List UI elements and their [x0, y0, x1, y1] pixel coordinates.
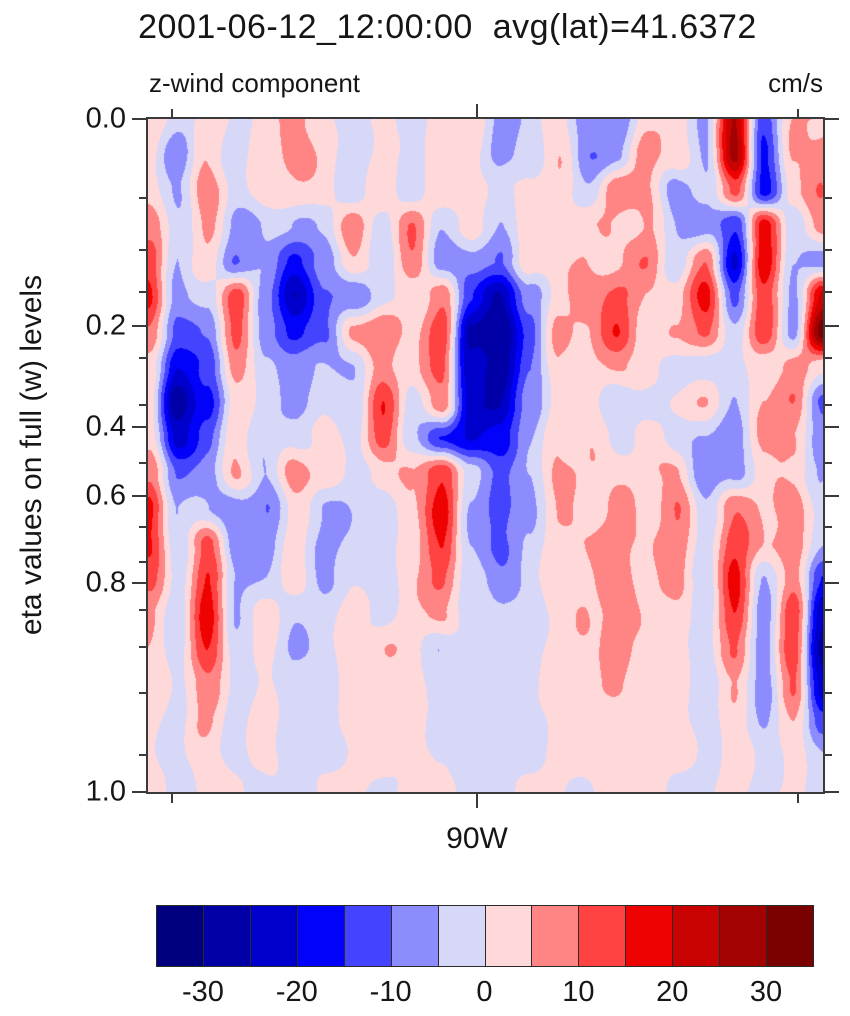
y-minor-tick-right	[823, 290, 832, 293]
y-minor-tick-left	[139, 753, 148, 756]
y-major-tick-left	[132, 582, 148, 585]
y-major-tick-right	[823, 791, 839, 793]
colorbar-tick-label: 0	[476, 976, 493, 1008]
x-minor-tick-bottom	[797, 792, 800, 803]
y-major-tick-left	[132, 426, 148, 429]
y-minor-tick-left	[139, 404, 148, 407]
y-major-tick-right	[823, 495, 839, 497]
y-minor-tick-right	[823, 525, 832, 528]
y-tick-label: 0.4	[85, 410, 126, 443]
colorbar-cell	[344, 905, 392, 967]
y-minor-tick-right	[823, 356, 832, 359]
colorbar-cell	[578, 905, 626, 967]
colorbar-tick-label: -10	[369, 976, 412, 1008]
y-minor-tick-left	[139, 248, 148, 251]
y-tick-label: 0.6	[85, 479, 126, 512]
y-tick-label: 0.2	[85, 309, 126, 342]
x-minor-tick-bottom	[171, 792, 174, 803]
colorbar-cell	[156, 905, 204, 967]
y-minor-tick-right	[823, 462, 832, 465]
y-minor-tick-right	[823, 753, 832, 756]
colorbar-cell	[719, 905, 767, 967]
y-major-tick-left	[132, 495, 148, 497]
y-minor-tick-left	[139, 525, 148, 528]
y-minor-tick-right	[823, 609, 832, 612]
colorbar-tick-label: -30	[181, 976, 224, 1008]
plot-frame	[146, 117, 825, 794]
colorbar-cell	[485, 905, 532, 967]
y-minor-tick-right	[823, 404, 832, 407]
y-minor-tick-right	[823, 197, 832, 199]
y-minor-tick-left	[139, 609, 148, 612]
y-tick-label: 0.0	[85, 102, 126, 135]
x-major-tick-bottom	[475, 792, 478, 808]
x-minor-tick-top	[171, 109, 174, 119]
colorbar-cell	[438, 905, 486, 967]
y-minor-tick-left	[139, 197, 148, 199]
colorbar-cell	[531, 905, 579, 967]
colorbar-cell	[203, 905, 251, 967]
y-major-tick-left	[132, 791, 148, 793]
y-minor-tick-right	[823, 560, 832, 563]
colorbar-cell	[672, 905, 720, 967]
y-minor-tick-right	[823, 692, 832, 694]
y-minor-tick-right	[823, 646, 832, 649]
y-tick-label: 0.8	[85, 566, 126, 599]
units-heading: cm/s	[768, 68, 823, 98]
colorbar-cell	[766, 905, 814, 967]
colorbar-tick-label: 30	[749, 976, 783, 1008]
y-tick-label: 1.0	[85, 775, 126, 808]
field-name-heading: z-wind component	[149, 68, 360, 98]
colorbar-cell	[297, 905, 345, 967]
y-axis-title: eta values on full (w) levels	[15, 274, 48, 636]
contour-field-canvas	[148, 119, 823, 792]
x-axis-tick-label: 90W	[446, 822, 508, 855]
y-minor-tick-left	[139, 692, 148, 694]
y-major-tick-right	[823, 325, 839, 327]
y-major-tick-right	[823, 118, 839, 120]
x-major-tick-top	[475, 104, 478, 119]
colorbar-cell	[391, 905, 439, 967]
y-major-tick-right	[823, 582, 839, 585]
y-minor-tick-left	[139, 290, 148, 293]
colorbar-tick-label: -20	[275, 976, 318, 1008]
colorbar-cell	[250, 905, 298, 967]
y-major-tick-left	[132, 118, 148, 120]
y-minor-tick-right	[823, 248, 832, 251]
y-minor-tick-left	[139, 646, 148, 649]
x-minor-tick-top	[797, 109, 800, 119]
y-minor-tick-left	[139, 560, 148, 563]
y-minor-tick-left	[139, 462, 148, 465]
colorbar-cell	[625, 905, 673, 967]
y-major-tick-right	[823, 426, 839, 429]
y-major-tick-left	[132, 325, 148, 327]
colorbar-tick-label: 10	[562, 976, 595, 1008]
colorbar-tick-label: 20	[656, 976, 689, 1008]
plot-title: 2001-06-12_12:00:00 avg(lat)=41.6372	[138, 8, 757, 46]
y-minor-tick-left	[139, 356, 148, 359]
